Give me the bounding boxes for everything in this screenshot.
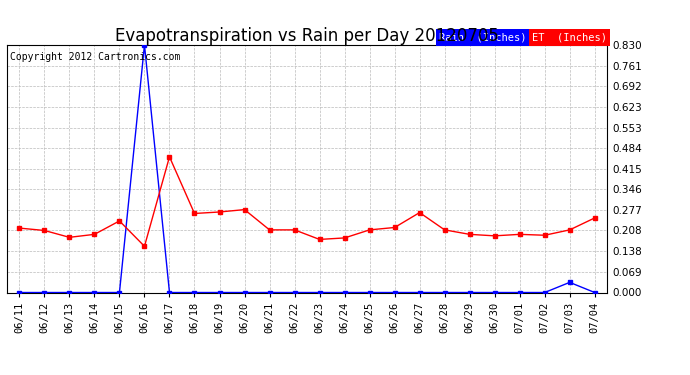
- Title: Evapotranspiration vs Rain per Day 20120705: Evapotranspiration vs Rain per Day 20120…: [115, 27, 499, 45]
- Text: ET  (Inches): ET (Inches): [532, 33, 607, 42]
- Text: Copyright 2012 Cartronics.com: Copyright 2012 Cartronics.com: [10, 53, 180, 62]
- Text: Rain  (Inches): Rain (Inches): [439, 33, 526, 42]
